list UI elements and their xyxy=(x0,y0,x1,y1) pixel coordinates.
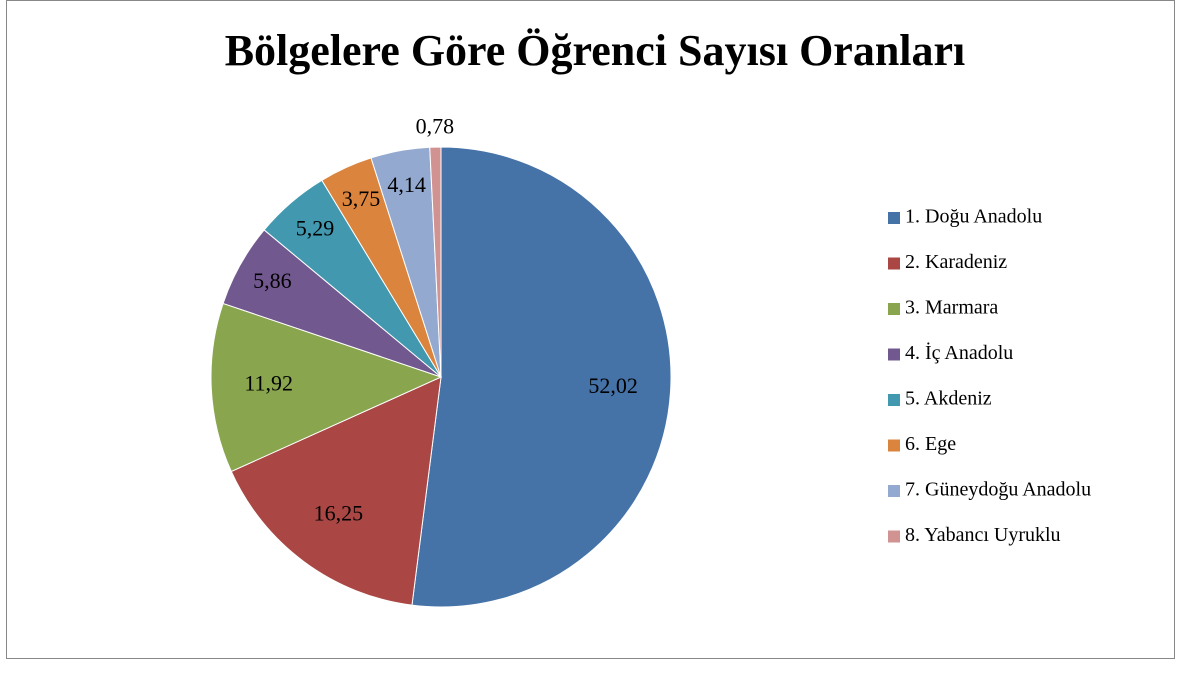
legend-swatch xyxy=(888,348,900,361)
legend-label: 8. Yabancı Uyruklu xyxy=(905,524,1061,546)
legend-label: 7. Güneydoğu Anadolu xyxy=(905,479,1091,501)
pie-slice xyxy=(429,146,442,378)
legend-swatch xyxy=(888,212,900,224)
legend-swatch xyxy=(888,485,900,497)
legend-label: 4. İç Anadolu xyxy=(905,341,1013,364)
chart-title: Bölgelere Göre Öğrenci Sayısı Oranları xyxy=(225,26,966,75)
legend-swatch xyxy=(888,439,900,452)
legend-label: 5. Akdeniz xyxy=(905,388,992,410)
data-label: 52,02 xyxy=(588,373,638,398)
data-label: 0,78 xyxy=(416,114,455,139)
data-label: 4,14 xyxy=(387,172,426,197)
legend-label: 3. Marmara xyxy=(905,297,998,319)
legend-swatch xyxy=(888,394,900,406)
legend-swatch xyxy=(888,303,900,315)
data-label: 5,29 xyxy=(296,216,335,241)
legend-label: 1. Doğu Anadolu xyxy=(905,206,1042,228)
legend-swatch xyxy=(888,257,900,270)
pie-slice xyxy=(230,376,442,606)
pie-slice xyxy=(210,302,443,473)
data-label: 16,25 xyxy=(314,501,364,526)
legend-swatch xyxy=(888,530,900,543)
legend-label: 2. Karadeniz xyxy=(905,251,1007,273)
data-label: 5,86 xyxy=(253,268,292,293)
data-label: 3,75 xyxy=(342,186,381,211)
pie-slice xyxy=(411,146,672,608)
legend-label: 6. Ege xyxy=(905,433,956,455)
data-label: 11,92 xyxy=(244,370,293,395)
